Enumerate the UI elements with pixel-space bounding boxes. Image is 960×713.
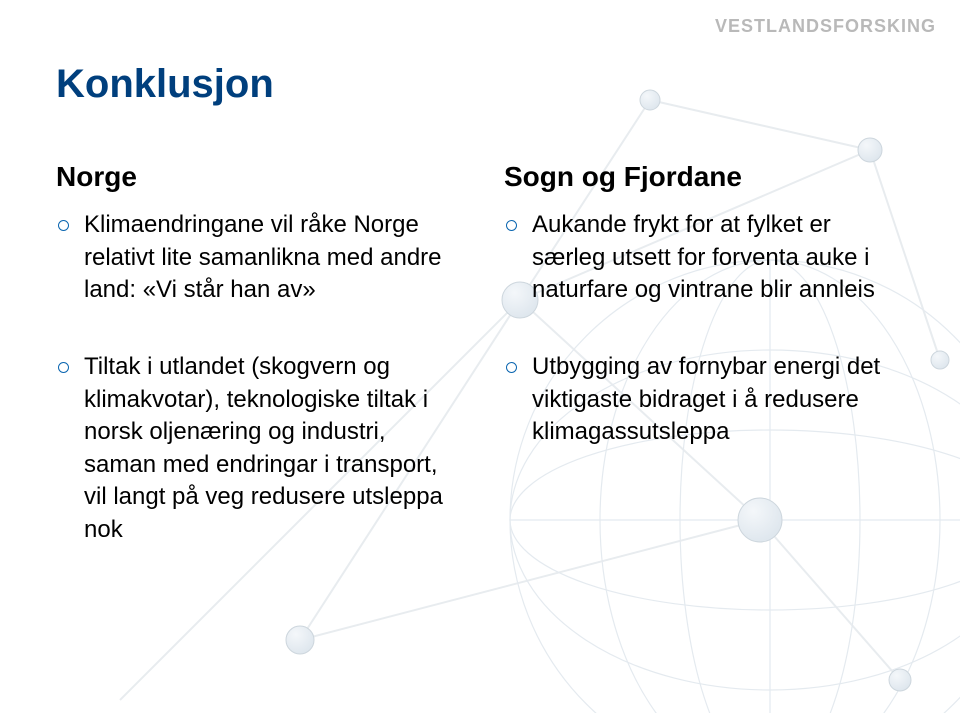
content-columns: Norge Klimaendringane vil råke Norge rel…	[56, 161, 904, 591]
column-left-list-2: Tiltak i utlandet (skogvern og klimakvot…	[56, 351, 456, 547]
column-right: Sogn og Fjordane Aukande frykt for at fy…	[504, 161, 904, 591]
list-item: Utbygging av fornybar energi det viktiga…	[504, 351, 904, 449]
slide-title: Konklusjon	[56, 62, 904, 107]
bullet-icon	[58, 362, 69, 373]
column-right-list-2: Utbygging av fornybar energi det viktiga…	[504, 351, 904, 449]
list-item: Aukande frykt for at fylket er særleg ut…	[504, 209, 904, 307]
list-item: Klimaendringane vil råke Norge relativt …	[56, 209, 456, 307]
column-left: Norge Klimaendringane vil råke Norge rel…	[56, 161, 456, 591]
list-item-text: Klimaendringane vil råke Norge relativt …	[84, 211, 442, 303]
list-item-text: Utbygging av fornybar energi det viktiga…	[532, 353, 880, 445]
list-item-text: Aukande frykt for at fylket er særleg ut…	[532, 211, 875, 303]
list-item-text: Tiltak i utlandet (skogvern og klimakvot…	[84, 353, 443, 543]
brand-logo: VESTLANDSFORSKING	[715, 16, 936, 37]
bullet-icon	[58, 220, 69, 231]
slide: Konklusjon Norge Klimaendringane vil råk…	[0, 0, 960, 713]
column-left-heading: Norge	[56, 161, 456, 193]
column-right-heading: Sogn og Fjordane	[504, 161, 904, 193]
bullet-icon	[506, 220, 517, 231]
column-right-list: Aukande frykt for at fylket er særleg ut…	[504, 209, 904, 307]
column-left-list: Klimaendringane vil råke Norge relativt …	[56, 209, 456, 307]
list-item: Tiltak i utlandet (skogvern og klimakvot…	[56, 351, 456, 547]
bullet-icon	[506, 362, 517, 373]
